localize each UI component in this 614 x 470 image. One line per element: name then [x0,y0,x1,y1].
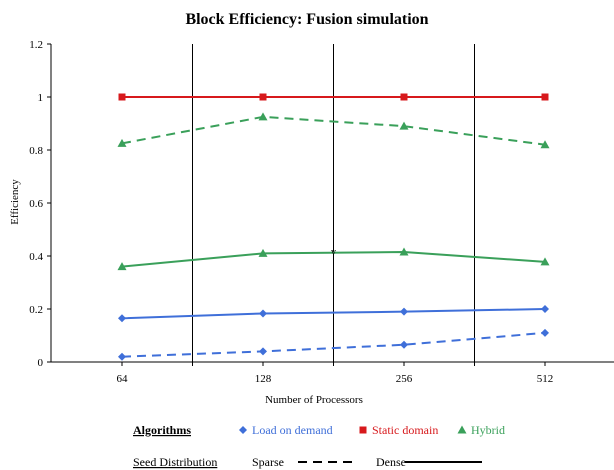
data-point [118,352,126,361]
legend: Algorithms Load on demand Static domain Hy… [133,423,505,469]
x-tick-label: 256 [396,373,413,385]
data-point [117,262,127,271]
data-point [400,340,408,349]
y-axis-label: Efficiency [9,179,21,225]
series-line [121,331,546,358]
y-tick-label: 0.4 [29,251,43,263]
y-tick-label: 0.6 [29,198,43,210]
legend-seed-label: Dense [376,455,406,469]
data-point [117,138,127,147]
annotation-text: v [331,247,336,258]
plot-area: 0 0.2 0.4 0.6 0.8 1 1.2 64 128 256 512 v [29,39,614,385]
series-load-on-demand-dense [118,305,549,323]
legend-algorithms-heading: Algorithms [133,423,191,437]
y-tick-label: 1.2 [29,39,43,51]
legend-marker-triangle [457,425,467,434]
data-point [540,257,550,266]
y-tick-label: 0.2 [29,304,43,316]
y-tick-label: 0 [38,357,44,369]
series-hybrid-sparse [117,112,550,149]
data-point [259,347,267,356]
data-point [541,328,549,337]
data-point [541,305,549,313]
series-line [121,308,546,320]
x-tick-label: 128 [255,373,272,385]
legend-seed-distribution: Sparse Dense [252,455,482,469]
series-static-domain-dense [118,93,549,101]
data-point [118,314,126,323]
x-tick-label: 512 [537,373,554,385]
legend-algorithm-label: Hybrid [471,423,505,437]
legend-marker-square [359,426,367,434]
legend-algorithm-label: Load on demand [252,423,333,437]
y-tick-label: 1 [38,92,44,104]
data-point [541,93,549,101]
data-point [258,248,268,257]
series-load-on-demand-sparse [118,328,549,361]
series-line [121,115,546,146]
legend-algorithm-label: Static domain [372,423,438,437]
data-point [118,93,126,101]
data-point [258,112,268,121]
legend-marker-diamond [239,426,247,434]
data-point [399,121,409,130]
legend-seed-label: Sparse [252,455,284,469]
data-point [540,140,550,149]
x-tick-label: 64 [117,373,129,385]
data-point [400,307,408,316]
legend-seed-heading: Seed Distribution [133,455,217,469]
data-point [259,309,267,318]
series-hybrid-dense [117,247,550,271]
data-point [400,93,408,101]
y-tick-label: 0.8 [29,145,43,157]
legend-algorithms: Load on demand Static domain Hybrid [239,423,505,437]
chart-title: Block Efficiency: Fusion simulation [185,11,428,28]
x-axis-label: Number of Processors [265,394,363,406]
series-line [121,251,546,268]
data-point [259,93,267,101]
data-point [399,247,409,256]
